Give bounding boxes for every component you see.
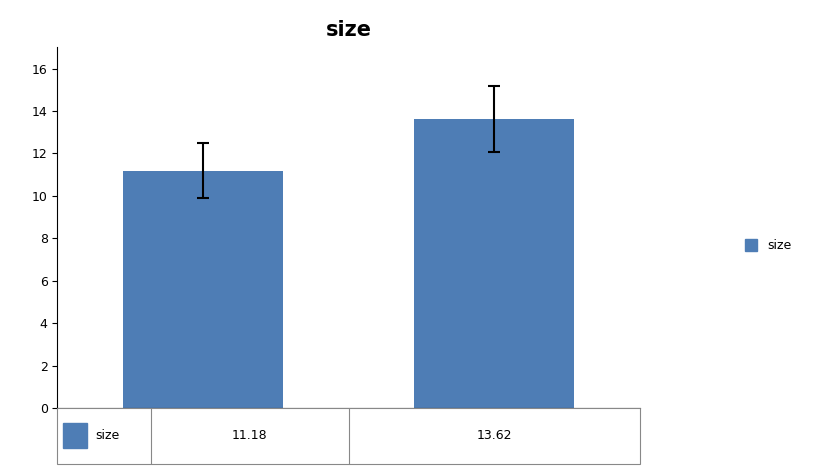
Title: size: size (325, 20, 371, 40)
Text: size: size (95, 429, 120, 442)
Bar (414, 119, 573, 408)
Text: 11.18: 11.18 (232, 429, 267, 442)
Bar (63, 423, 87, 448)
Bar (123, 171, 283, 408)
Text: 13.62: 13.62 (476, 429, 511, 442)
Legend: size: size (739, 234, 795, 257)
